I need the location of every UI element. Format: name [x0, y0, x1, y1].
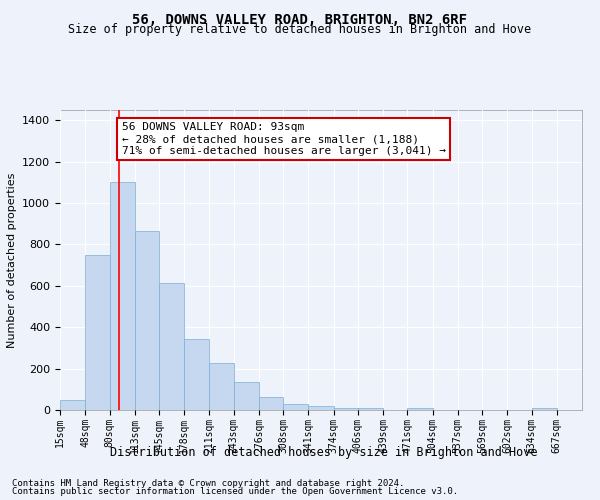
Bar: [60, 400, 85, 410]
Bar: [407, 408, 433, 410]
Text: 56, DOWNS VALLEY ROAD, BRIGHTON, BN2 6RF: 56, DOWNS VALLEY ROAD, BRIGHTON, BN2 6RF: [133, 12, 467, 26]
Text: Contains public sector information licensed under the Open Government Licence v3: Contains public sector information licen…: [12, 487, 458, 496]
Text: Contains HM Land Registry data © Crown copyright and database right 2024.: Contains HM Land Registry data © Crown c…: [12, 478, 404, 488]
Text: 56 DOWNS VALLEY ROAD: 93sqm
← 28% of detached houses are smaller (1,188)
71% of : 56 DOWNS VALLEY ROAD: 93sqm ← 28% of det…: [122, 122, 446, 156]
Bar: [334, 408, 358, 410]
Bar: [209, 364, 234, 410]
Bar: [234, 382, 259, 410]
Bar: [110, 182, 134, 410]
Bar: [134, 231, 159, 410]
Bar: [159, 283, 184, 410]
Bar: [308, 406, 334, 410]
Bar: [358, 408, 383, 410]
Bar: [259, 396, 283, 410]
Y-axis label: Number of detached properties: Number of detached properties: [7, 172, 17, 348]
Text: Size of property relative to detached houses in Brighton and Hove: Size of property relative to detached ho…: [68, 22, 532, 36]
Bar: [283, 404, 308, 410]
Bar: [184, 338, 209, 410]
Text: Distribution of detached houses by size in Brighton and Hove: Distribution of detached houses by size …: [110, 446, 538, 459]
Bar: [532, 408, 557, 410]
Bar: [85, 255, 110, 410]
